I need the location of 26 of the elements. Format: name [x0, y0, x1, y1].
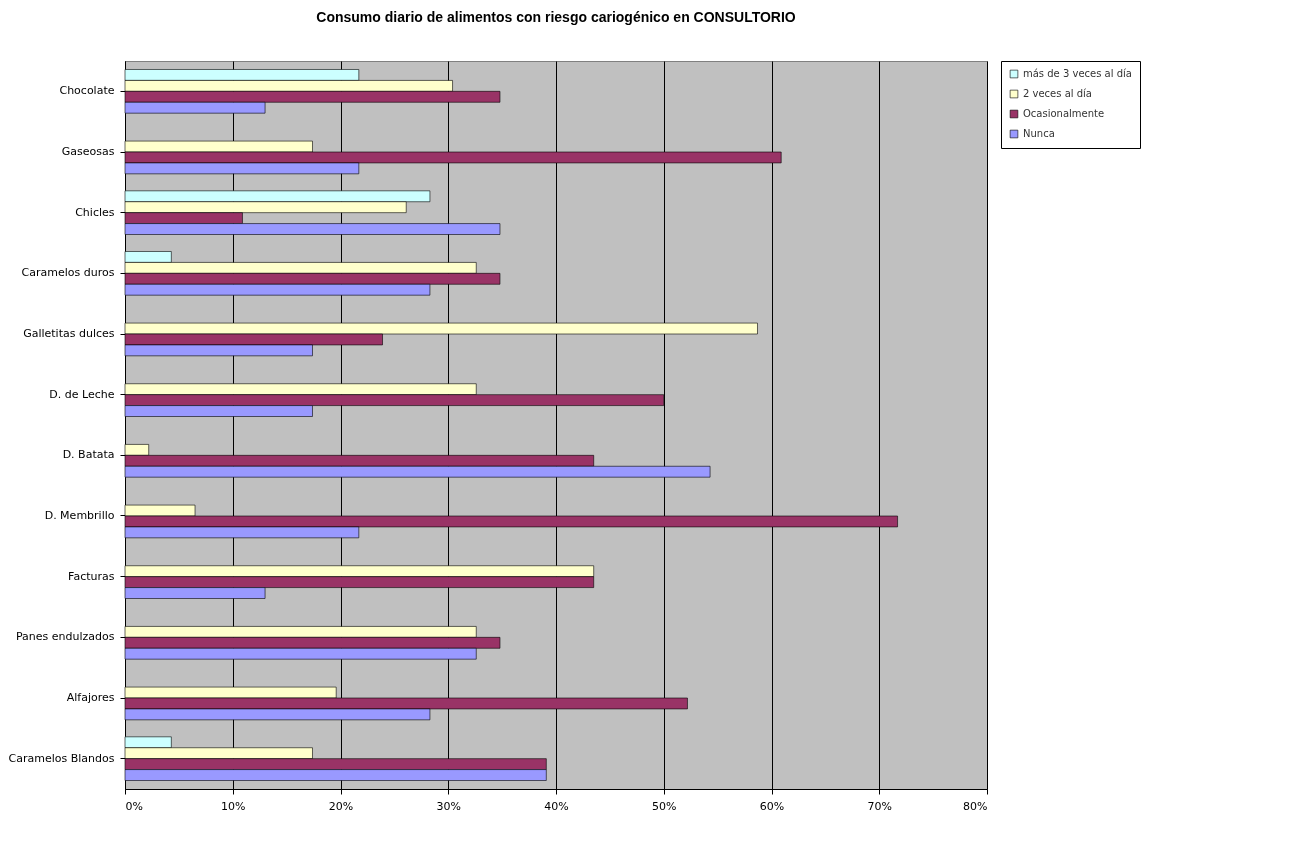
x-tick-label: 60% [759, 799, 785, 813]
y-tick-label: Chocolate [59, 84, 115, 98]
y-tick-label: D. Batata [62, 448, 115, 462]
x-tick-label: 0% [125, 799, 143, 813]
legend-label: más de 3 veces al día [1023, 68, 1132, 79]
legend-label: Nunca [1023, 128, 1055, 139]
legend-label: Ocasionalmente [1023, 108, 1105, 119]
x-tick-label: 70% [867, 799, 892, 813]
x-tick-label: 50% [652, 799, 677, 813]
x-tick-label: 10% [221, 799, 246, 813]
x-tick-label: 20% [328, 799, 354, 813]
x-tick-label: 30% [436, 799, 461, 813]
y-tick-label: Alfajores [66, 691, 115, 704]
y-tick-label: D. Membrillo [44, 509, 115, 522]
y-tick-label: Caramelos Blandos [8, 751, 115, 765]
y-tick-label: Chicles [75, 205, 115, 219]
y-tick-label: Facturas [68, 569, 115, 583]
y-tick-label: Panes endulzados [15, 630, 115, 644]
x-tick-label: 80% [963, 799, 988, 813]
legend-label: 2 veces al día [1023, 88, 1092, 99]
y-tick-label: Gaseosas [61, 145, 115, 158]
y-tick-label: D. de Leche [49, 387, 115, 401]
chart-title: Consumo diario de alimentos con riesgo cariogénico en CONSULTORIO [316, 8, 796, 25]
x-tick-label: 40% [544, 799, 569, 813]
y-tick-label: Galletitas dulces [23, 327, 115, 340]
y-tick-label: Caramelos duros [21, 266, 115, 280]
